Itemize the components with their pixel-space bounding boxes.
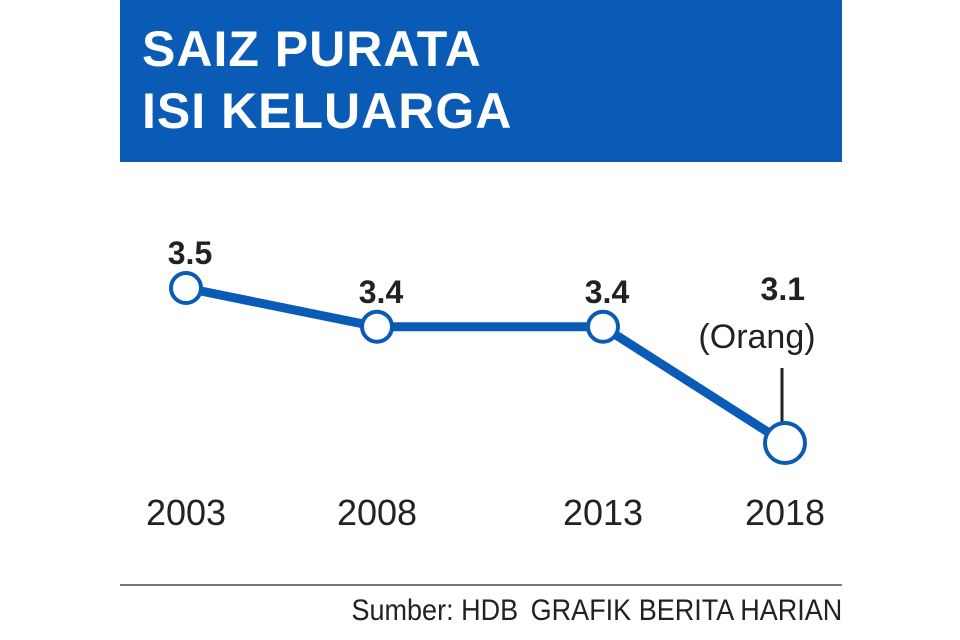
data-point-marker — [169, 271, 203, 305]
data-label: 3.5 — [168, 235, 212, 271]
data-label: 3.4 — [585, 274, 630, 310]
credit-text: GRAFIK BERITA HARIAN — [530, 594, 842, 627]
data-point-marker — [763, 421, 807, 465]
footer-divider — [120, 584, 842, 586]
chart-title-banner: SAIZ PURATA ISI KELUARGA — [120, 0, 842, 162]
source-text: Sumber: HDB — [351, 594, 518, 627]
chart-title-line-1: SAIZ PURATA — [142, 21, 482, 77]
data-label: 3.4 — [359, 274, 404, 310]
x-tick-label: 2008 — [337, 492, 417, 533]
chart-title-line-2: ISI KELUARGA — [142, 83, 513, 139]
series-line — [185, 283, 788, 447]
data-point-marker — [586, 309, 620, 344]
unit-annotation: (Orang) — [698, 318, 815, 356]
x-tick-label: 2018 — [745, 492, 825, 533]
x-tick-label: 2013 — [563, 492, 643, 533]
x-tick-label: 2003 — [146, 492, 226, 533]
data-label: 3.1 — [761, 271, 805, 307]
data-point-marker — [360, 309, 394, 344]
footer: Sumber: HDB GRAFIK BERITA HARIAN — [339, 594, 842, 628]
